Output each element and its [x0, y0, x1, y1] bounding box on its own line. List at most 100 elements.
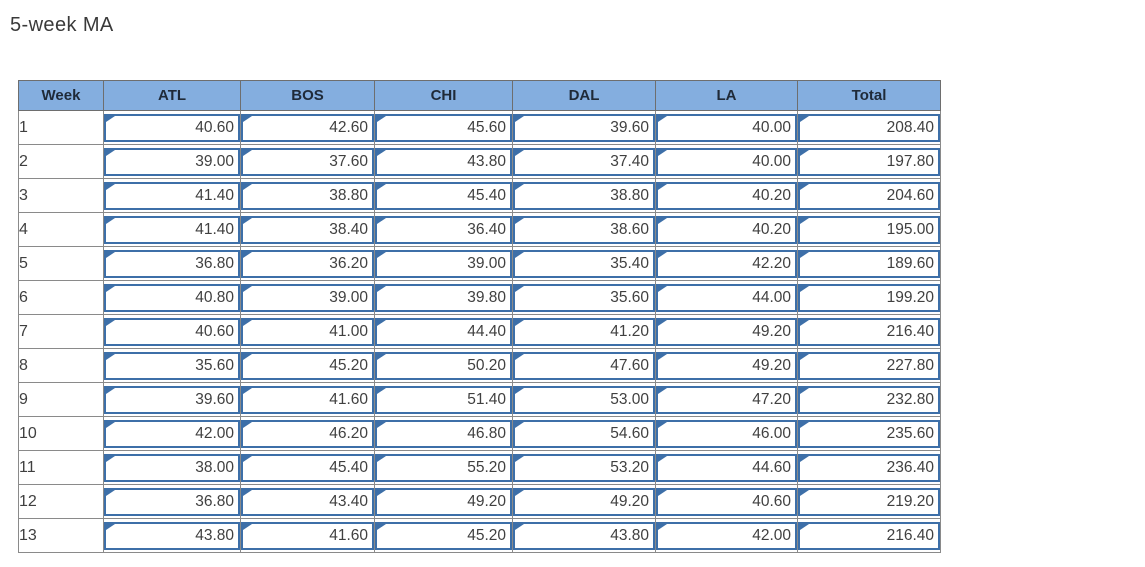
value-cell: 40.60 — [655, 484, 798, 519]
cell-input[interactable]: 40.00 — [656, 113, 797, 142]
cell-input[interactable]: 40.20 — [656, 181, 797, 210]
cell-input[interactable]: 39.60 — [104, 385, 240, 414]
cell-input[interactable]: 37.40 — [513, 147, 655, 176]
cell-input[interactable]: 45.20 — [241, 351, 374, 380]
cell-input[interactable]: 41.00 — [241, 317, 374, 346]
cell-input[interactable]: 47.20 — [656, 385, 797, 414]
cell-input[interactable]: 42.60 — [241, 113, 374, 142]
cell-input[interactable]: 199.20 — [798, 283, 940, 312]
cell-input[interactable]: 35.60 — [104, 351, 240, 380]
cell-input[interactable]: 35.60 — [513, 283, 655, 312]
cell-input[interactable]: 41.60 — [241, 521, 374, 550]
cell-input[interactable]: 216.40 — [798, 317, 940, 346]
value-cell: 41.40 — [103, 212, 241, 247]
week-cell: 8 — [18, 348, 104, 383]
cell-input[interactable]: 49.20 — [375, 487, 512, 516]
cell-input[interactable]: 43.80 — [513, 521, 655, 550]
cell-input[interactable]: 36.80 — [104, 487, 240, 516]
value-cell: 49.20 — [655, 348, 798, 383]
flag-triangle-icon — [515, 217, 524, 224]
cell-input[interactable]: 36.40 — [375, 215, 512, 244]
cell-input[interactable]: 42.00 — [104, 419, 240, 448]
cell-input[interactable]: 41.20 — [513, 317, 655, 346]
cell-input[interactable]: 39.80 — [375, 283, 512, 312]
cell-input[interactable]: 216.40 — [798, 521, 940, 550]
cell-input[interactable]: 49.20 — [513, 487, 655, 516]
cell-input[interactable]: 47.60 — [513, 351, 655, 380]
value-cell: 36.80 — [103, 484, 241, 519]
header-row: Week ATL BOS CHI DAL LA Total — [18, 80, 941, 111]
cell-input[interactable]: 39.00 — [241, 283, 374, 312]
cell-input[interactable]: 44.00 — [656, 283, 797, 312]
cell-input[interactable]: 195.00 — [798, 215, 940, 244]
cell-value: 45.40 — [467, 186, 506, 204]
cell-input[interactable]: 41.40 — [104, 215, 240, 244]
flag-triangle-icon — [658, 183, 667, 190]
cell-input[interactable]: 38.80 — [241, 181, 374, 210]
cell-input[interactable]: 40.60 — [104, 113, 240, 142]
value-cell: 227.80 — [797, 348, 941, 383]
cell-input[interactable]: 38.40 — [241, 215, 374, 244]
cell-input[interactable]: 40.00 — [656, 147, 797, 176]
cell-input[interactable]: 45.20 — [375, 521, 512, 550]
flag-triangle-icon — [377, 455, 386, 462]
cell-input[interactable]: 50.20 — [375, 351, 512, 380]
cell-input[interactable]: 43.80 — [104, 521, 240, 550]
cell-input[interactable]: 49.20 — [656, 317, 797, 346]
cell-input[interactable]: 38.60 — [513, 215, 655, 244]
cell-input[interactable]: 236.40 — [798, 453, 940, 482]
cell-input[interactable]: 208.40 — [798, 113, 940, 142]
cell-input[interactable]: 40.20 — [656, 215, 797, 244]
value-cell: 235.60 — [797, 416, 941, 451]
cell-input[interactable]: 39.00 — [375, 249, 512, 278]
cell-value: 40.80 — [195, 288, 234, 306]
cell-input[interactable]: 54.60 — [513, 419, 655, 448]
cell-input[interactable]: 39.00 — [104, 147, 240, 176]
cell-input[interactable]: 53.00 — [513, 385, 655, 414]
cell-input[interactable]: 227.80 — [798, 351, 940, 380]
cell-input[interactable]: 219.20 — [798, 487, 940, 516]
cell-input[interactable]: 42.00 — [656, 521, 797, 550]
cell-input[interactable]: 43.80 — [375, 147, 512, 176]
cell-input[interactable]: 53.20 — [513, 453, 655, 482]
cell-input[interactable]: 37.60 — [241, 147, 374, 176]
cell-input[interactable]: 38.00 — [104, 453, 240, 482]
cell-input[interactable]: 44.60 — [656, 453, 797, 482]
week-cell: 13 — [18, 518, 104, 553]
cell-input[interactable]: 36.80 — [104, 249, 240, 278]
cell-value: 36.40 — [467, 220, 506, 238]
cell-input[interactable]: 38.80 — [513, 181, 655, 210]
table-row: 11 38.00 45.40 55.20 — [18, 450, 941, 485]
cell-input[interactable]: 42.20 — [656, 249, 797, 278]
flag-triangle-icon — [800, 421, 809, 428]
value-cell: 38.00 — [103, 450, 241, 485]
cell-input[interactable]: 41.40 — [104, 181, 240, 210]
cell-input[interactable]: 46.20 — [241, 419, 374, 448]
cell-input[interactable]: 43.40 — [241, 487, 374, 516]
cell-input[interactable]: 44.40 — [375, 317, 512, 346]
cell-input[interactable]: 45.40 — [375, 181, 512, 210]
week-label: 1 — [19, 118, 28, 136]
cell-input[interactable]: 36.20 — [241, 249, 374, 278]
cell-input[interactable]: 235.60 — [798, 419, 940, 448]
cell-input[interactable]: 40.60 — [656, 487, 797, 516]
value-cell: 43.80 — [374, 144, 513, 179]
cell-input[interactable]: 40.80 — [104, 283, 240, 312]
cell-input[interactable]: 197.80 — [798, 147, 940, 176]
cell-input[interactable]: 40.60 — [104, 317, 240, 346]
cell-input[interactable]: 55.20 — [375, 453, 512, 482]
cell-input[interactable]: 49.20 — [656, 351, 797, 380]
cell-input[interactable]: 232.80 — [798, 385, 940, 414]
cell-input[interactable]: 46.00 — [656, 419, 797, 448]
cell-input[interactable]: 204.60 — [798, 181, 940, 210]
cell-input[interactable]: 45.40 — [241, 453, 374, 482]
flag-triangle-icon — [377, 149, 386, 156]
cell-input[interactable]: 51.40 — [375, 385, 512, 414]
cell-input[interactable]: 45.60 — [375, 113, 512, 142]
cell-input[interactable]: 46.80 — [375, 419, 512, 448]
cell-input[interactable]: 39.60 — [513, 113, 655, 142]
cell-input[interactable]: 41.60 — [241, 385, 374, 414]
cell-input[interactable]: 189.60 — [798, 249, 940, 278]
cell-input[interactable]: 35.40 — [513, 249, 655, 278]
week-cell: 3 — [18, 178, 104, 213]
